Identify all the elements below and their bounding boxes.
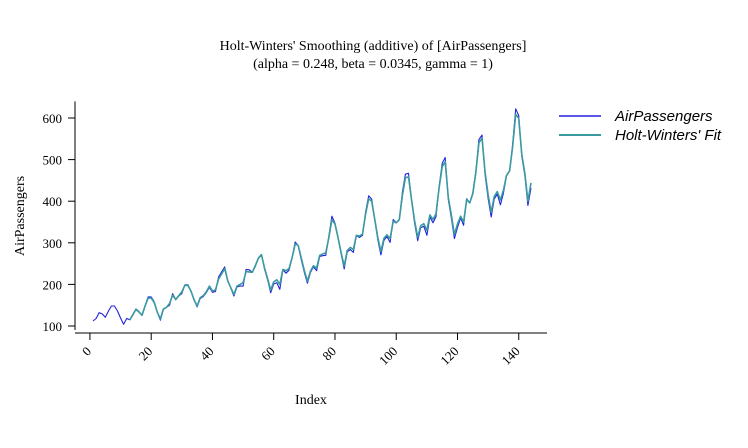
y-tick-label-200: 200: [43, 277, 63, 292]
series-lines: [92, 108, 532, 325]
legend-label-0: AirPassengers: [614, 108, 713, 125]
y-tick-label-400: 400: [43, 194, 63, 209]
chart-title: Holt-Winters' Smoothing (additive) of [A…: [220, 39, 527, 54]
y-tick-label-100: 100: [43, 319, 63, 334]
y-tick-label-500: 500: [43, 153, 63, 168]
y-axis-label: AirPassengers: [13, 176, 28, 256]
legend: AirPassengers Holt-Winters' Fit: [559, 108, 722, 144]
series-line-holt-winters-fit: [129, 113, 532, 321]
y-tick-label-300: 300: [43, 236, 63, 251]
chart-subtitle: (alpha = 0.248, beta = 0.0345, gamma = 1…: [253, 57, 493, 72]
legend-label-1: Holt-Winters' Fit: [615, 127, 722, 144]
y-tick-label-600: 600: [43, 111, 63, 126]
x-axis-label: Index: [295, 393, 327, 408]
